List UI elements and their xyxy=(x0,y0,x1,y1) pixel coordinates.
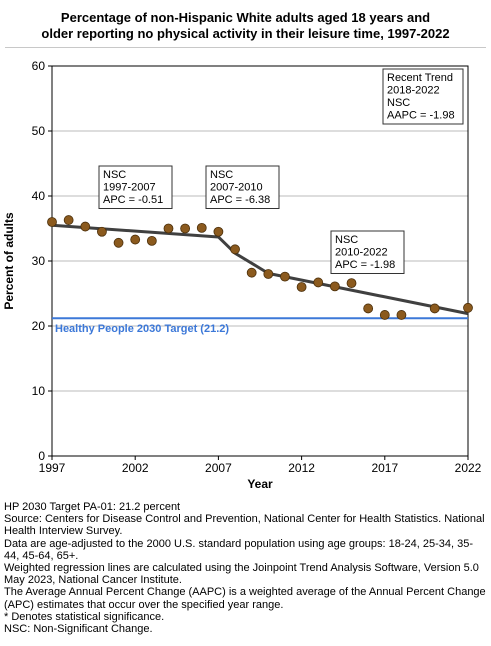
target-line-group: Healthy People 2030 Target (21.2) xyxy=(52,317,468,335)
tick-label-y-10: 10 xyxy=(32,384,46,398)
x-axis-label: Year xyxy=(247,477,273,491)
tick-label-y-60: 60 xyxy=(32,59,46,73)
annotation-text-1-2: 1997-2007 xyxy=(103,182,156,194)
annotation-text-3-3: APC = -1.98 xyxy=(335,259,395,271)
footnote-significance: * Denotes statistical significance. xyxy=(4,610,165,623)
footnote-source: Source: Centers for Disease Control and … xyxy=(4,513,485,538)
data-point-2022 xyxy=(463,302,473,313)
data-point-2015 xyxy=(346,278,357,289)
data-point-2001 xyxy=(113,237,124,248)
annotation-text-4-2: 2018-2022 xyxy=(387,85,440,97)
data-point-2012 xyxy=(296,282,307,292)
data-point-1998 xyxy=(63,215,74,225)
annotation-text-2-2: 2007-2010 xyxy=(210,182,263,194)
footnote-regression: Weighted regression lines are calculated… xyxy=(4,562,479,587)
annotation-frame-1 xyxy=(98,165,173,209)
tick-label-x-1997: 1997 xyxy=(39,461,66,475)
data-point-2007 xyxy=(213,226,224,237)
data-point-2010 xyxy=(263,269,274,279)
annotation-frame-2 xyxy=(205,165,280,209)
annotation-text-4-4: AAPC = -1.98 xyxy=(387,110,455,122)
chart-area: 0 10 20 30 40 50 60 1997 2002 2007 2012 2017 2022 Yea… xyxy=(2,59,482,491)
chart-title: Percentage of non-Hispanic White adults … xyxy=(0,10,491,42)
data-point-2020 xyxy=(429,303,440,314)
data-point-2009 xyxy=(246,267,257,278)
annotation-frame-3 xyxy=(330,230,405,274)
tick-label-x-2007: 2007 xyxy=(205,461,232,475)
trend-line xyxy=(51,223,469,316)
y-axis-label: Percent of adults xyxy=(2,212,16,310)
annotation-text-2-3: APC = -6.38 xyxy=(210,194,270,206)
chart-title-line-1: Percentage of non-Hispanic White adults … xyxy=(60,10,431,25)
tick-label-x-2022: 2022 xyxy=(455,461,482,475)
data-point-2013 xyxy=(313,277,324,288)
data-point-2005 xyxy=(180,223,191,234)
footnote-nsc: NSC: Non-Significant Change. xyxy=(4,623,153,636)
data-point-2003 xyxy=(146,235,157,246)
target-label: Healthy People 2030 Target (21.2) xyxy=(55,323,229,335)
data-point-2002 xyxy=(130,234,141,245)
data-point-2017 xyxy=(379,310,390,320)
annotation-text-4-3: NSC xyxy=(387,97,410,109)
tick-label-x-2017: 2017 xyxy=(371,461,398,475)
title-divider xyxy=(5,47,486,48)
data-point-2018 xyxy=(396,310,407,320)
data-point-1997 xyxy=(47,217,57,227)
data-point-1999 xyxy=(80,221,91,232)
annotation-text-4-1: Recent Trend xyxy=(387,72,453,84)
footnote-aapc: The Average Annual Percent Change (AAPC)… xyxy=(4,586,486,611)
annotation-frame-4 xyxy=(382,68,464,125)
data-point-2016 xyxy=(363,303,374,314)
annotation-text-2-1: NSC xyxy=(210,169,233,181)
trend-line-group xyxy=(51,223,469,316)
tick-label-y-40: 40 xyxy=(32,189,46,203)
tick-label-y-0: 0 xyxy=(38,449,45,463)
annotation-text-3-1: NSC xyxy=(335,234,358,246)
tick-label-x-2012: 2012 xyxy=(288,461,315,475)
footnotes: HP 2030 Target PA-01: 21.2 percent Sourc… xyxy=(4,501,488,635)
tick-label-y-50: 50 xyxy=(32,124,46,138)
tick-label-x-2002: 2002 xyxy=(122,461,149,475)
data-point-2006 xyxy=(196,222,207,233)
footnote-target: HP 2030 Target PA-01: 21.2 percent xyxy=(4,501,181,513)
annotation-text-3-2: 2010-2022 xyxy=(335,247,388,259)
chart-title-line-2: older reporting no physical activity in … xyxy=(41,26,450,41)
tick-label-y-20: 20 xyxy=(32,319,46,333)
data-point-2014 xyxy=(329,281,340,292)
annotation-text-1-3: APC = -0.51 xyxy=(103,194,163,206)
annotation-text-1-1: NSC xyxy=(103,169,126,181)
footnote-age-adjustment: Data are age-adjusted to the 2000 U.S. s… xyxy=(4,537,474,562)
data-point-2008 xyxy=(230,244,240,255)
tick-label-y-30: 30 xyxy=(32,254,46,268)
data-point-2000 xyxy=(97,226,107,237)
data-points xyxy=(47,215,473,320)
data-point-2004 xyxy=(163,223,174,234)
data-point-2011 xyxy=(280,271,290,282)
axes: 0 10 20 30 40 50 60 1997 2002 2007 2012 2017 2022 Yea… xyxy=(2,59,482,491)
